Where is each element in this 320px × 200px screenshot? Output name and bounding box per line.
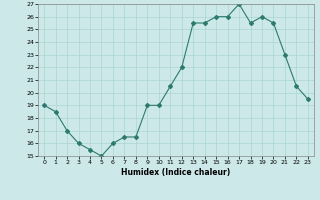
X-axis label: Humidex (Indice chaleur): Humidex (Indice chaleur) bbox=[121, 168, 231, 177]
